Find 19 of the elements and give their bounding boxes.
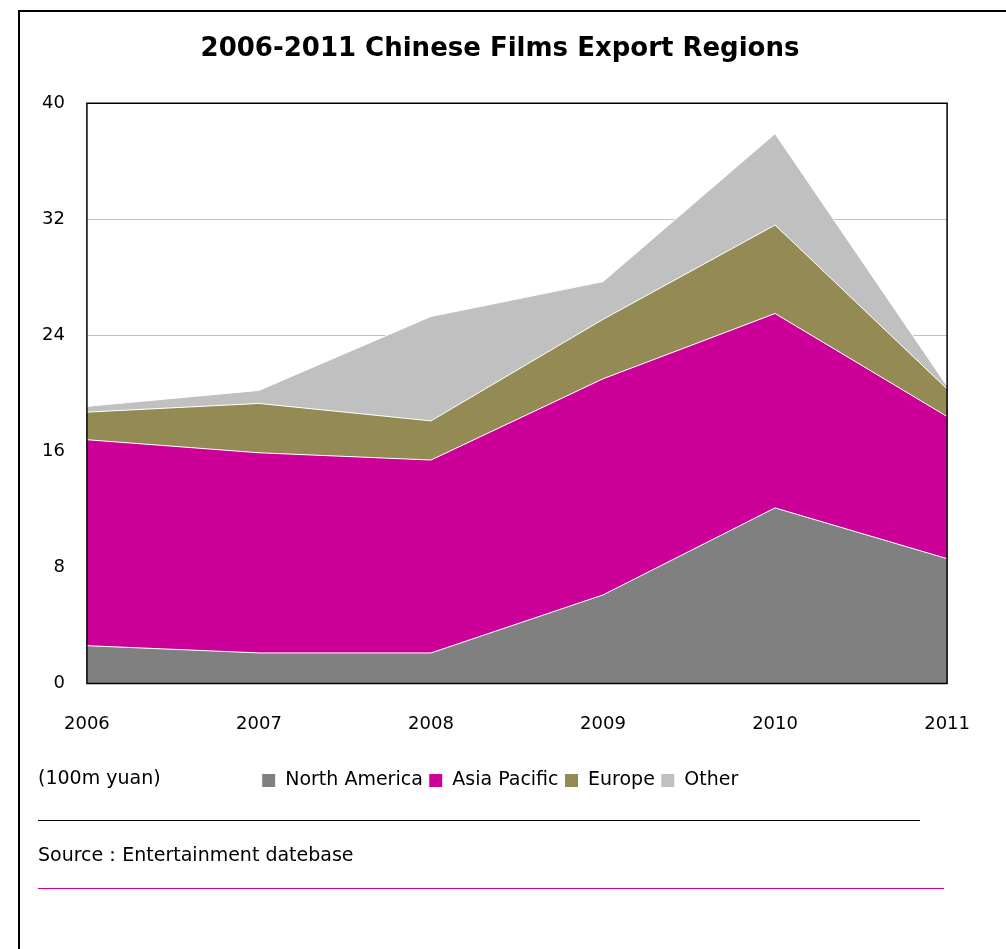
y-tick-label: 8 (53, 555, 65, 577)
y-tick-label: 24 (42, 322, 65, 344)
x-tick-label: 2007 (236, 711, 282, 733)
y-tick-label: 0 (53, 671, 65, 693)
chart-title: 2006-2011 Chinese Films Export Regions (200, 32, 800, 63)
x-tick-label: 2011 (924, 711, 970, 733)
x-tick-label: 2008 (408, 711, 454, 733)
y-tick-label: 16 (42, 438, 65, 460)
x-tick-label: 2006 (64, 711, 110, 733)
legend-label: North America (285, 767, 423, 790)
x-tick-label: 2010 (752, 711, 798, 733)
legend-label: Other (684, 767, 739, 790)
legend-label: Asia Pacific (452, 767, 559, 790)
x-tick-label: 2009 (580, 711, 626, 733)
text: (100m yuan) (38, 766, 161, 788)
y-tick-label: 40 (42, 90, 65, 112)
legend-label: Europe (588, 767, 655, 790)
y-tick-label: 32 (42, 206, 65, 228)
source-note: Source：Entertainment datebase (38, 842, 354, 867)
